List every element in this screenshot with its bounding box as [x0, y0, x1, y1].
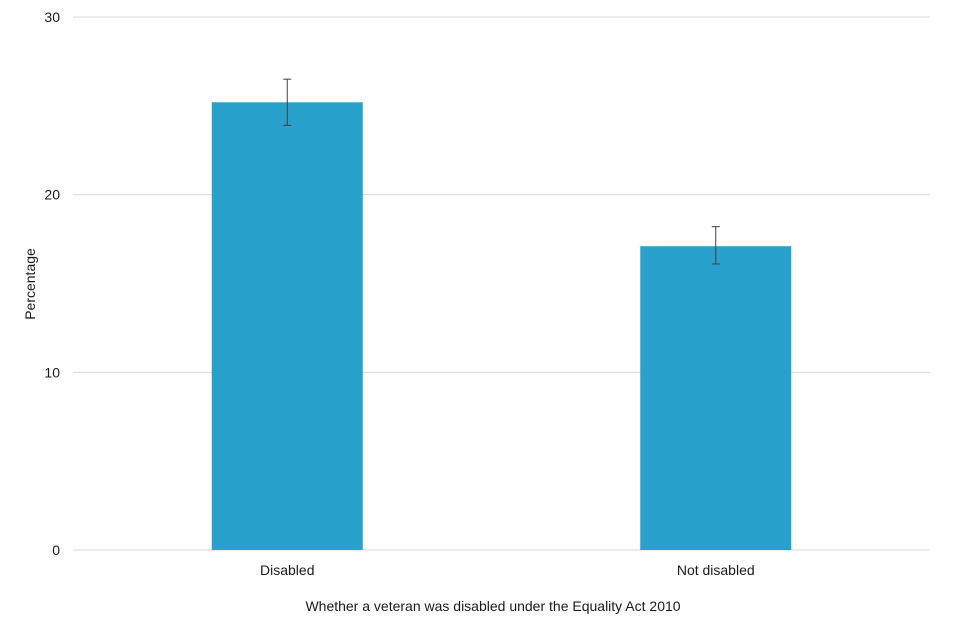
x-tick-label: Disabled	[260, 562, 314, 578]
y-tick-label: 0	[52, 542, 60, 558]
gridlines	[73, 16, 930, 551]
y-axis-ticks: 0 10 20 30	[44, 9, 60, 558]
x-axis-ticks: Disabled Not disabled	[260, 562, 755, 578]
x-tick-label: Not disabled	[677, 562, 755, 578]
bar-not-disabled	[640, 246, 792, 550]
bar-disabled	[211, 102, 363, 550]
bars	[211, 102, 792, 550]
y-tick-label: 30	[44, 9, 60, 25]
y-tick-label: 20	[44, 187, 60, 203]
y-tick-label: 10	[44, 364, 60, 380]
y-axis-title: Percentage	[22, 248, 38, 320]
error-bars	[283, 78, 720, 265]
x-axis-title: Whether a veteran was disabled under the…	[305, 598, 680, 614]
